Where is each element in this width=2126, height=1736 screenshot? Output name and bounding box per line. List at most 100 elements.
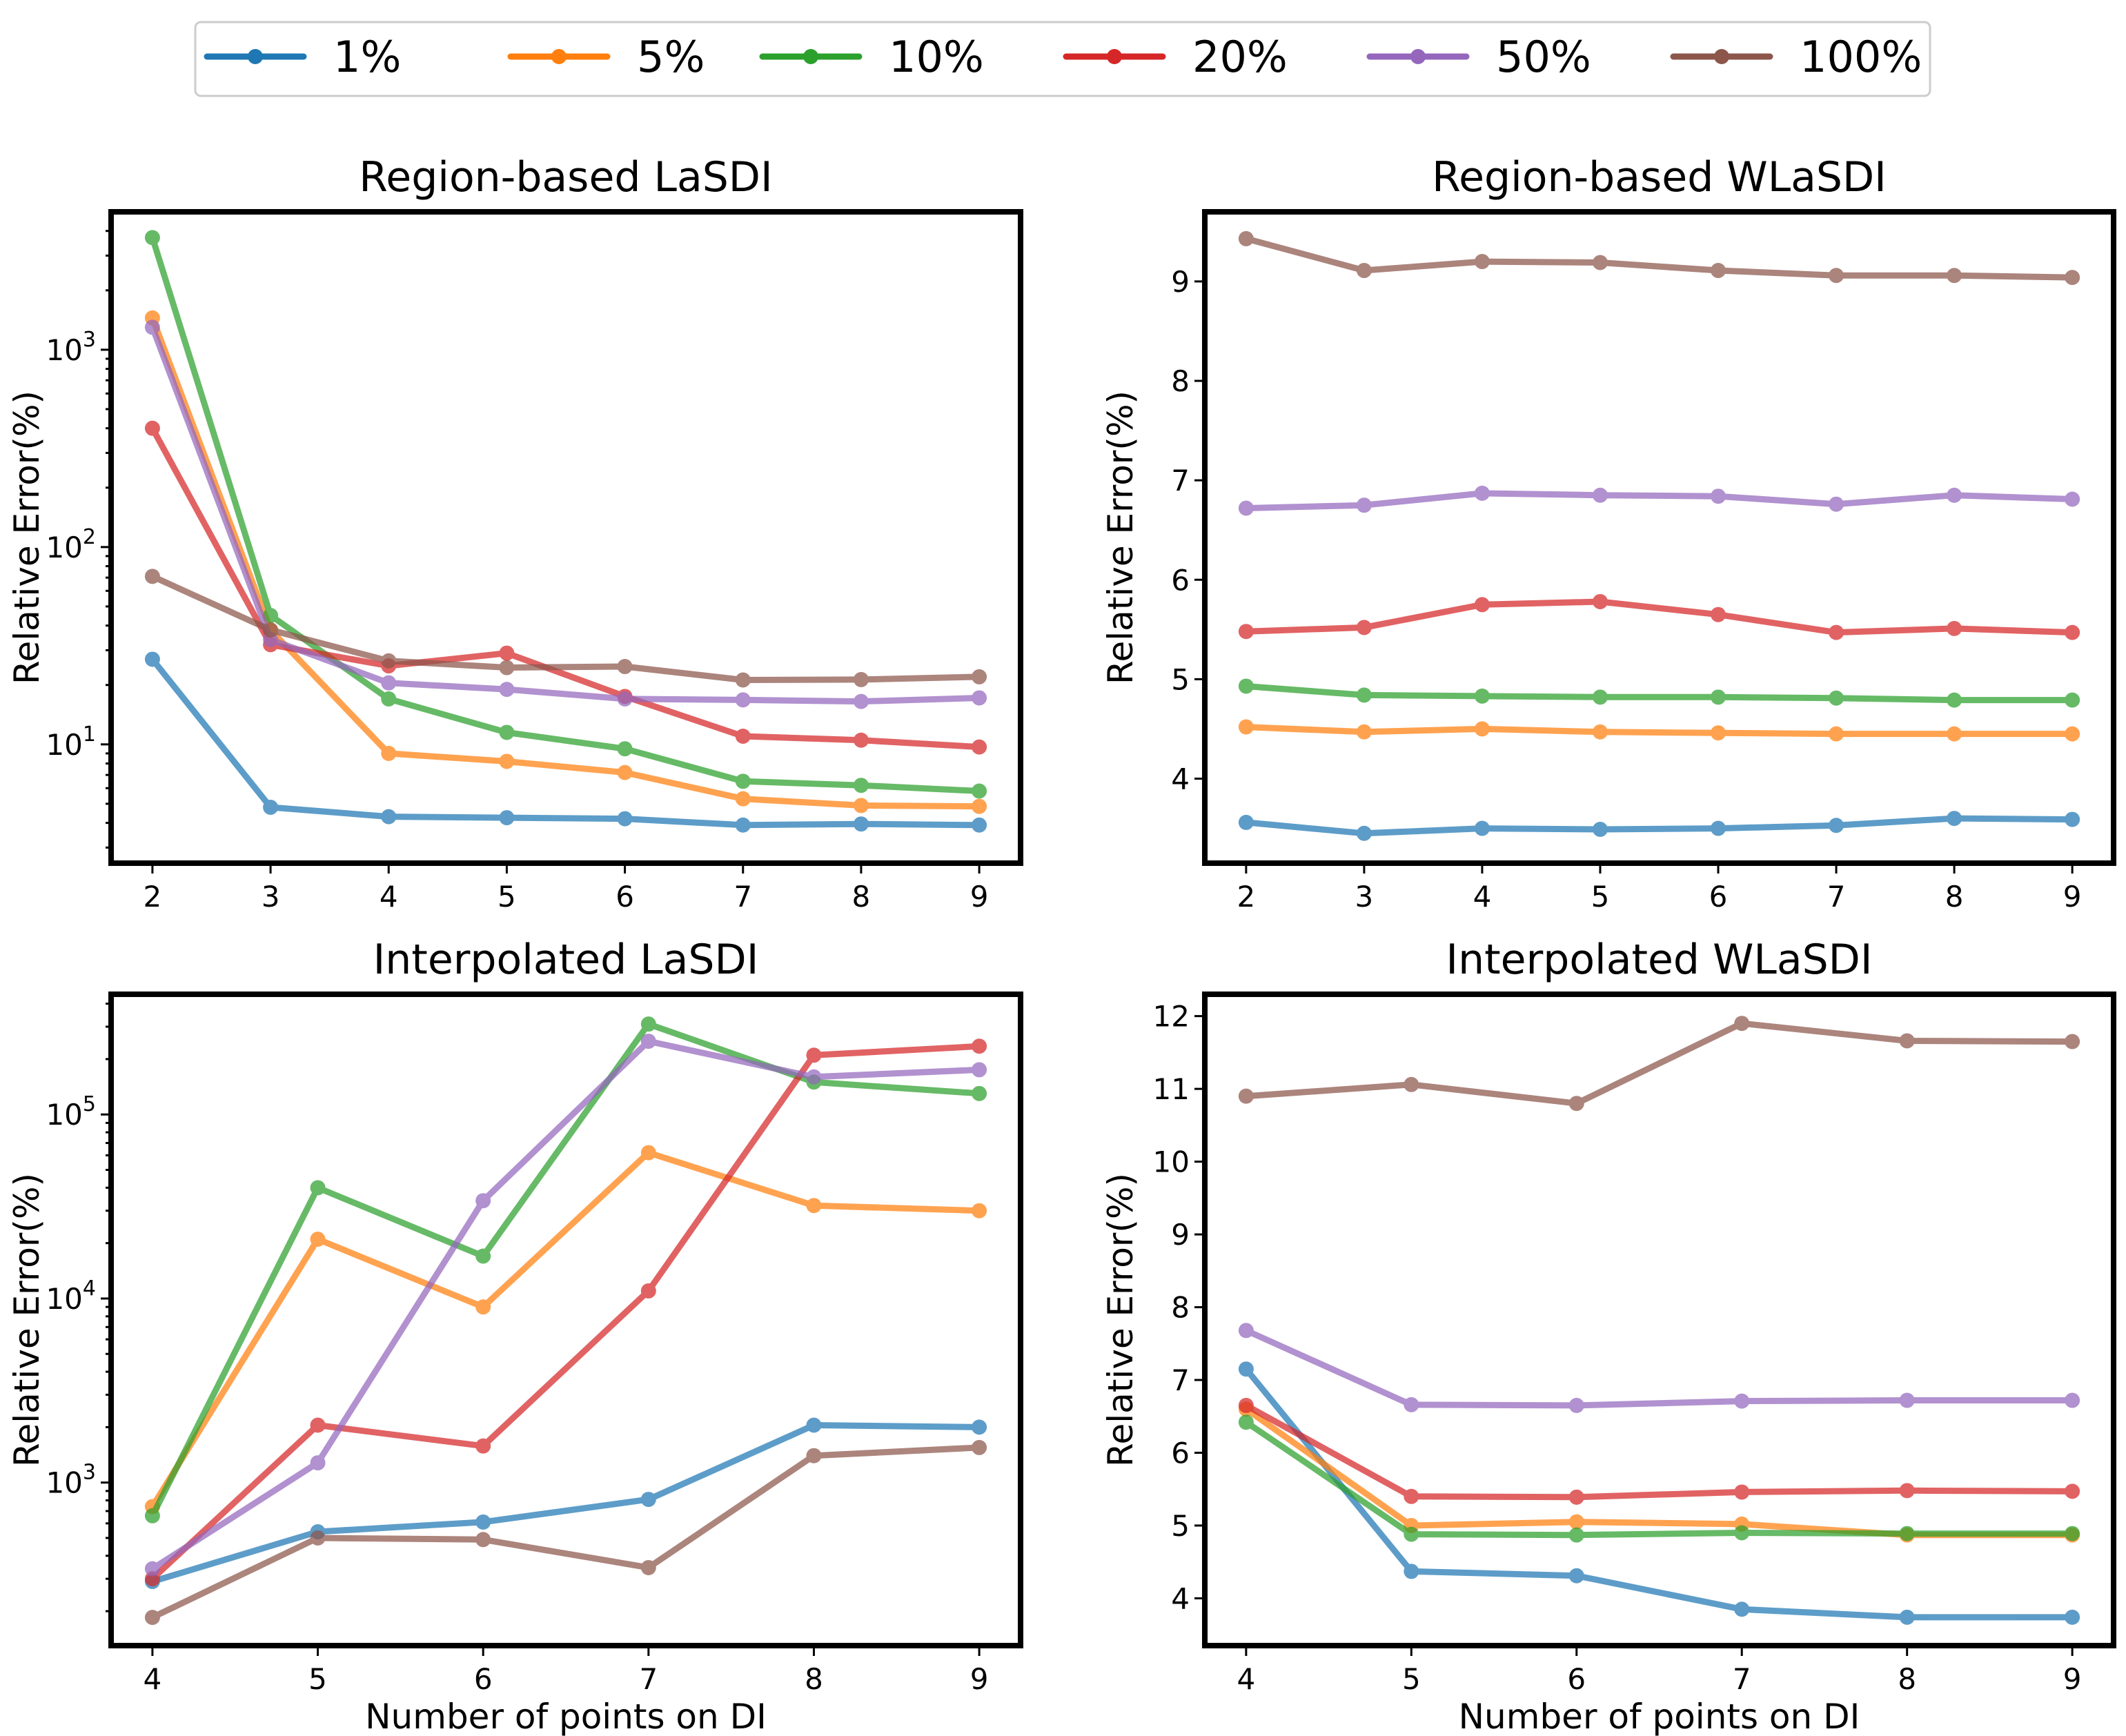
data-point (640, 1034, 656, 1049)
data-point (1829, 268, 1844, 284)
data-point (2065, 624, 2080, 640)
y-tick-base: 10 (46, 1098, 82, 1132)
series-line (1243, 1402, 2076, 1501)
series-line (149, 234, 983, 794)
data-point (735, 692, 751, 708)
x-tick-label: 3 (1355, 880, 1374, 914)
data-point (1474, 254, 1490, 270)
y-tick-base: 10 (46, 1282, 82, 1316)
series-1% (1238, 1361, 2080, 1625)
series-line (1243, 490, 2076, 511)
data-point (640, 1283, 656, 1299)
data-point (972, 690, 987, 706)
data-point (735, 773, 751, 789)
data-point (475, 1193, 491, 1209)
legend-item: 10% (759, 32, 984, 82)
series-10% (1238, 678, 2080, 708)
series-50% (1238, 485, 2080, 516)
data-point (972, 1062, 987, 1078)
data-point (1474, 597, 1490, 613)
data-point (1899, 1033, 1915, 1049)
y-axis-label: Relative Error(%) (7, 1173, 47, 1467)
data-point (381, 653, 397, 669)
data-point (1711, 689, 1726, 705)
data-point (972, 817, 987, 833)
data-point (640, 1492, 656, 1508)
data-point (1947, 487, 1962, 503)
data-point (2065, 1526, 2080, 1541)
data-point (310, 1180, 326, 1196)
y-tick-label: 5 (1171, 1509, 1190, 1543)
chart-title: Region-based LaSDI (359, 153, 772, 201)
y-tick-label: 10 (1153, 1145, 1190, 1179)
data-point (1238, 719, 1254, 735)
legend-marker (551, 49, 567, 64)
legend-marker (1410, 49, 1426, 64)
series-50% (144, 1034, 987, 1577)
data-point (475, 1299, 491, 1315)
data-point (1356, 825, 1372, 841)
data-point (1356, 497, 1372, 513)
data-point (263, 622, 279, 638)
x-tick-label: 9 (970, 1662, 989, 1696)
data-point (310, 1417, 326, 1433)
data-point (806, 1417, 822, 1433)
x-tick-label: 7 (734, 880, 752, 914)
data-point (1734, 1393, 1750, 1409)
data-point (1829, 818, 1844, 834)
data-point (1592, 487, 1608, 503)
data-point (144, 1508, 160, 1523)
y-tick-exponent: 2 (83, 525, 96, 549)
y-tick-label: 11 (1153, 1072, 1190, 1106)
series-100% (1238, 1016, 2080, 1112)
data-point (1474, 688, 1490, 704)
legend-label: 100% (1800, 32, 1922, 82)
x-tick-label: 7 (1827, 880, 1846, 914)
data-point (2065, 1609, 2080, 1625)
data-point (499, 753, 515, 769)
series-line (149, 1020, 983, 1519)
y-tick-exponent: 3 (83, 1461, 96, 1485)
data-point (617, 691, 633, 707)
legend-label: 20% (1192, 32, 1288, 82)
data-point (1899, 1526, 1915, 1541)
data-point (144, 230, 160, 246)
series-line (149, 1043, 983, 1582)
chart-title: Interpolated LaSDI (373, 936, 759, 984)
data-point (475, 1248, 491, 1264)
data-point (2065, 1483, 2080, 1499)
data-point (1734, 1601, 1750, 1617)
data-point (144, 1610, 160, 1626)
data-point (617, 659, 633, 675)
data-point (806, 1047, 822, 1063)
data-point (1711, 725, 1726, 741)
data-point (475, 1514, 491, 1530)
series-line (1243, 1020, 2076, 1107)
data-point (972, 1203, 987, 1219)
data-point (381, 675, 397, 691)
data-point (1711, 820, 1726, 836)
data-point (972, 1419, 987, 1435)
data-point (735, 728, 751, 744)
data-point (499, 682, 515, 698)
series-1% (144, 651, 987, 833)
data-point (640, 1559, 656, 1575)
y-tick-label: 7 (1171, 464, 1190, 497)
x-axis-label: Number of points on DI (365, 1697, 767, 1736)
data-point (499, 660, 515, 675)
data-point (617, 765, 633, 780)
legend-marker (1714, 49, 1729, 64)
data-point (853, 732, 869, 748)
series-5% (144, 1145, 987, 1515)
series-line (149, 656, 983, 829)
y-axis-label: Relative Error(%) (1101, 1173, 1141, 1467)
y-tick-exponent: 3 (83, 328, 96, 352)
data-point (853, 798, 869, 813)
series-line (149, 573, 983, 683)
data-point (853, 816, 869, 832)
x-tick-label: 5 (1591, 880, 1610, 914)
data-point (2065, 270, 2080, 286)
y-tick-label: 9 (1171, 265, 1190, 299)
y-tick-exponent: 1 (83, 722, 96, 747)
